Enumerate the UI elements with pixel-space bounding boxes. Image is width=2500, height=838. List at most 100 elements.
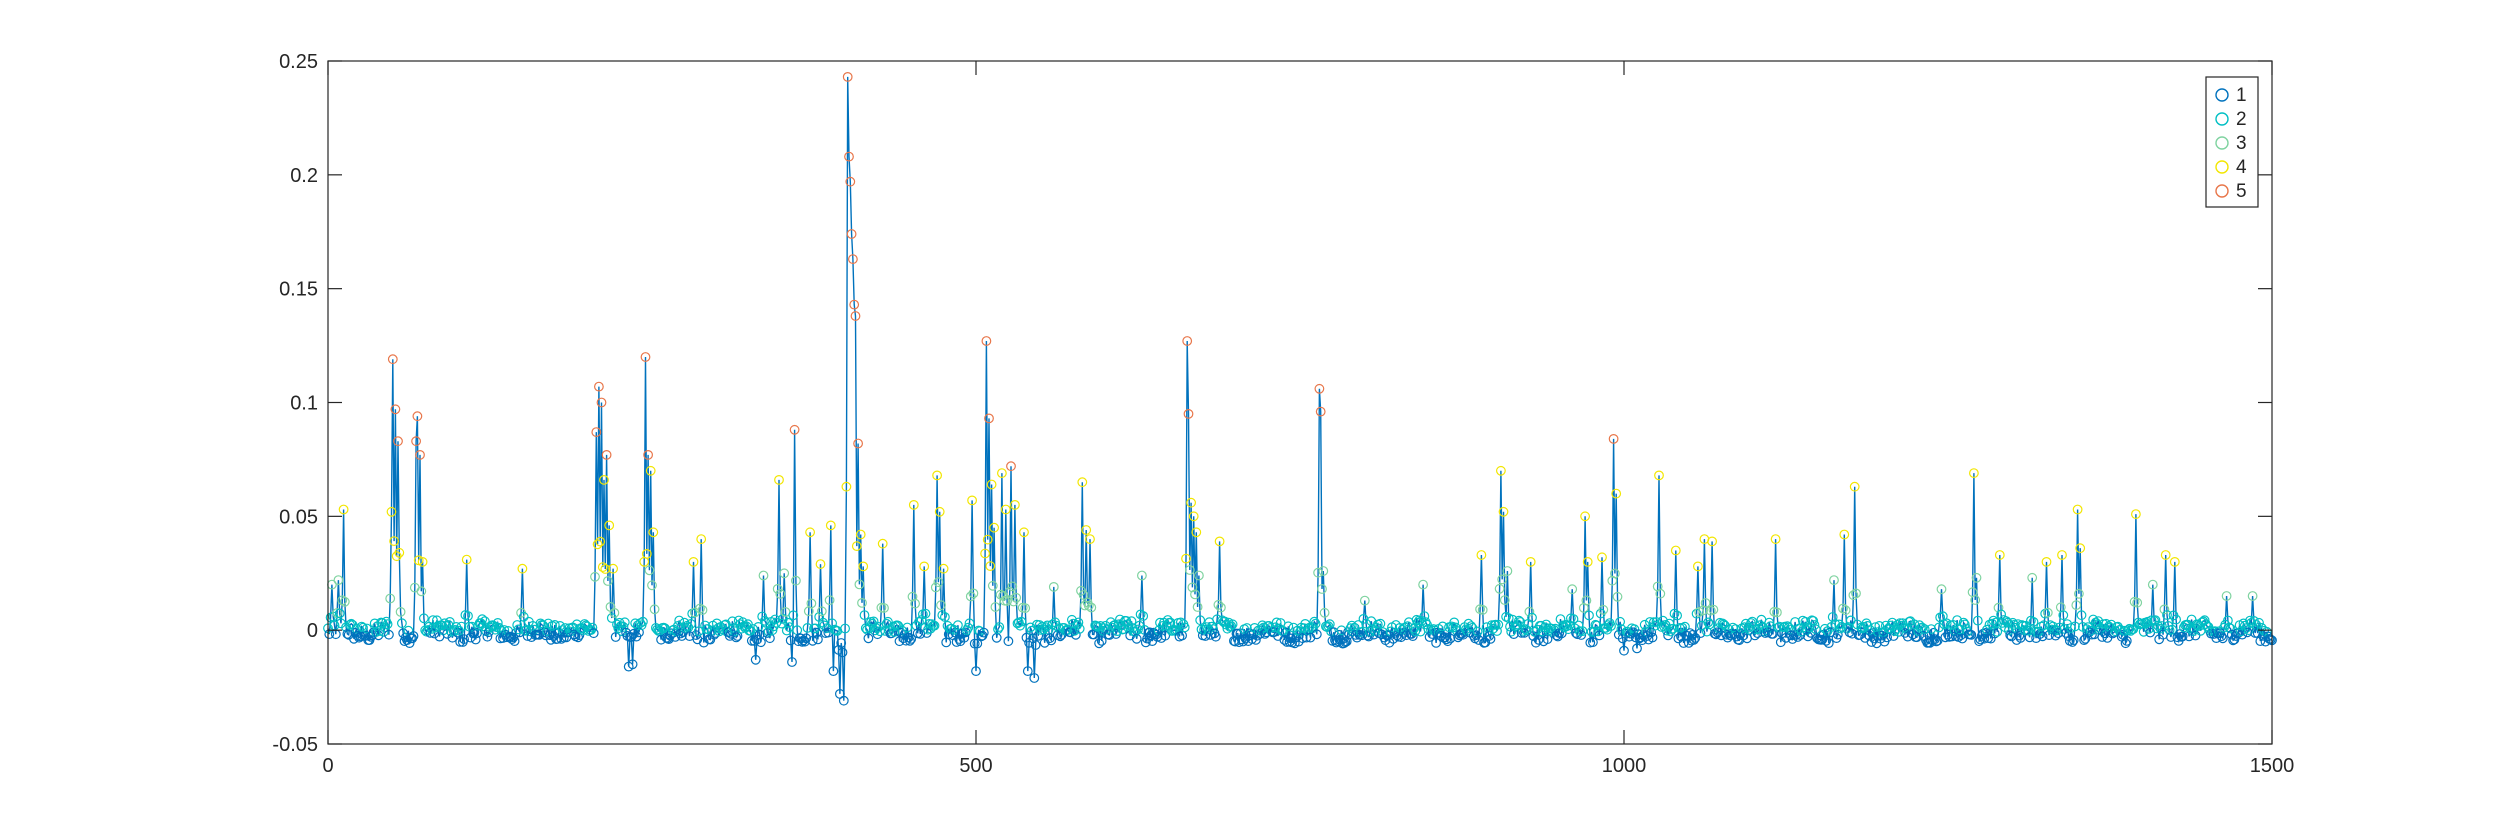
data-point <box>1851 588 1861 599</box>
data-point <box>408 631 419 641</box>
data-point <box>1581 595 1592 606</box>
data-point <box>1692 561 1703 572</box>
data-point <box>477 614 488 625</box>
data-point <box>1647 632 1658 643</box>
data-point <box>1210 631 1221 642</box>
data-point <box>854 579 865 590</box>
data-point <box>597 562 608 572</box>
data-point <box>1201 622 1212 632</box>
data-point <box>1213 599 1224 610</box>
data-point <box>1992 626 2003 637</box>
data-point <box>816 606 827 617</box>
data-point <box>1835 623 1846 634</box>
data-point <box>338 504 349 515</box>
legend-label-5: 5 <box>2236 181 2247 202</box>
data-point <box>1703 617 1714 628</box>
data-point <box>610 632 621 642</box>
data-point <box>2210 626 2220 637</box>
data-point <box>1206 621 1217 632</box>
data-point <box>1827 612 1838 622</box>
data-point <box>2036 621 2047 632</box>
data-point <box>494 622 505 633</box>
data-point <box>772 584 783 594</box>
data-point <box>2007 617 2018 628</box>
data-point <box>1574 626 1585 636</box>
data-point <box>2027 572 2038 583</box>
data-point <box>759 615 770 626</box>
data-point <box>351 623 362 634</box>
data-point <box>908 500 919 510</box>
data-point <box>907 591 918 602</box>
data-point <box>2050 630 2061 641</box>
data-point <box>395 607 406 617</box>
legend[interactable]: 1 2 3 4 5 <box>2205 76 2259 208</box>
data-point <box>982 534 993 545</box>
data-point <box>761 617 771 628</box>
data-point <box>1966 630 1977 640</box>
data-point <box>378 627 389 637</box>
data-point <box>1838 603 1848 614</box>
data-point <box>1823 638 1834 648</box>
data-point <box>1297 633 1308 644</box>
data-point <box>644 565 655 576</box>
data-point <box>2132 597 2143 608</box>
data-point <box>1708 604 1719 615</box>
data-point <box>906 634 917 644</box>
data-point <box>1431 638 1441 648</box>
data-point <box>2261 626 2272 637</box>
data-point <box>1182 336 1193 346</box>
data-point <box>1524 606 1535 617</box>
data-point <box>2079 635 2090 645</box>
data-point <box>1241 623 1252 633</box>
data-point <box>630 618 641 629</box>
data-point <box>2119 625 2130 636</box>
data-point <box>686 619 696 629</box>
data-point <box>758 570 769 581</box>
data-point <box>1021 632 1032 643</box>
data-point <box>635 618 646 628</box>
data-point <box>2024 632 2035 643</box>
data-point <box>825 520 836 531</box>
data-point <box>1442 636 1453 647</box>
data-point <box>468 628 479 639</box>
data-point <box>1655 588 1666 599</box>
data-point <box>754 629 765 640</box>
data-point <box>1485 634 1496 644</box>
data-point <box>877 538 888 549</box>
y-tick-label: 0.2 <box>290 165 318 187</box>
data-point <box>791 575 801 586</box>
data-point <box>1844 627 1855 638</box>
data-point <box>456 621 467 632</box>
data-point <box>1152 632 1163 642</box>
data-point <box>1418 579 1428 590</box>
data-point <box>1819 623 1830 634</box>
data-point <box>2003 625 2014 636</box>
data-point <box>1563 624 1574 635</box>
data-point <box>967 495 977 506</box>
data-point <box>1580 511 1590 522</box>
data-point <box>1989 628 2000 639</box>
data-point <box>841 481 852 492</box>
data-point <box>389 536 400 546</box>
data-point <box>1988 615 1999 626</box>
data-point <box>1466 621 1476 631</box>
data-point <box>748 624 758 634</box>
data-point <box>627 659 638 670</box>
data-point <box>373 630 384 641</box>
data-point <box>1652 581 1663 592</box>
data-point <box>1357 630 1368 641</box>
data-point <box>514 627 525 638</box>
legend-box[interactable] <box>2205 76 2259 208</box>
data-point <box>756 637 766 648</box>
data-point <box>1892 620 1903 630</box>
data-point <box>1809 620 1820 630</box>
data-point <box>840 623 850 634</box>
data-point <box>626 632 637 642</box>
data-point <box>2125 626 2136 636</box>
data-point <box>1502 566 1513 576</box>
data-point <box>801 633 812 644</box>
data-point <box>779 568 790 579</box>
data-point <box>919 561 930 572</box>
data-point <box>1551 630 1562 641</box>
data-point <box>965 591 976 602</box>
